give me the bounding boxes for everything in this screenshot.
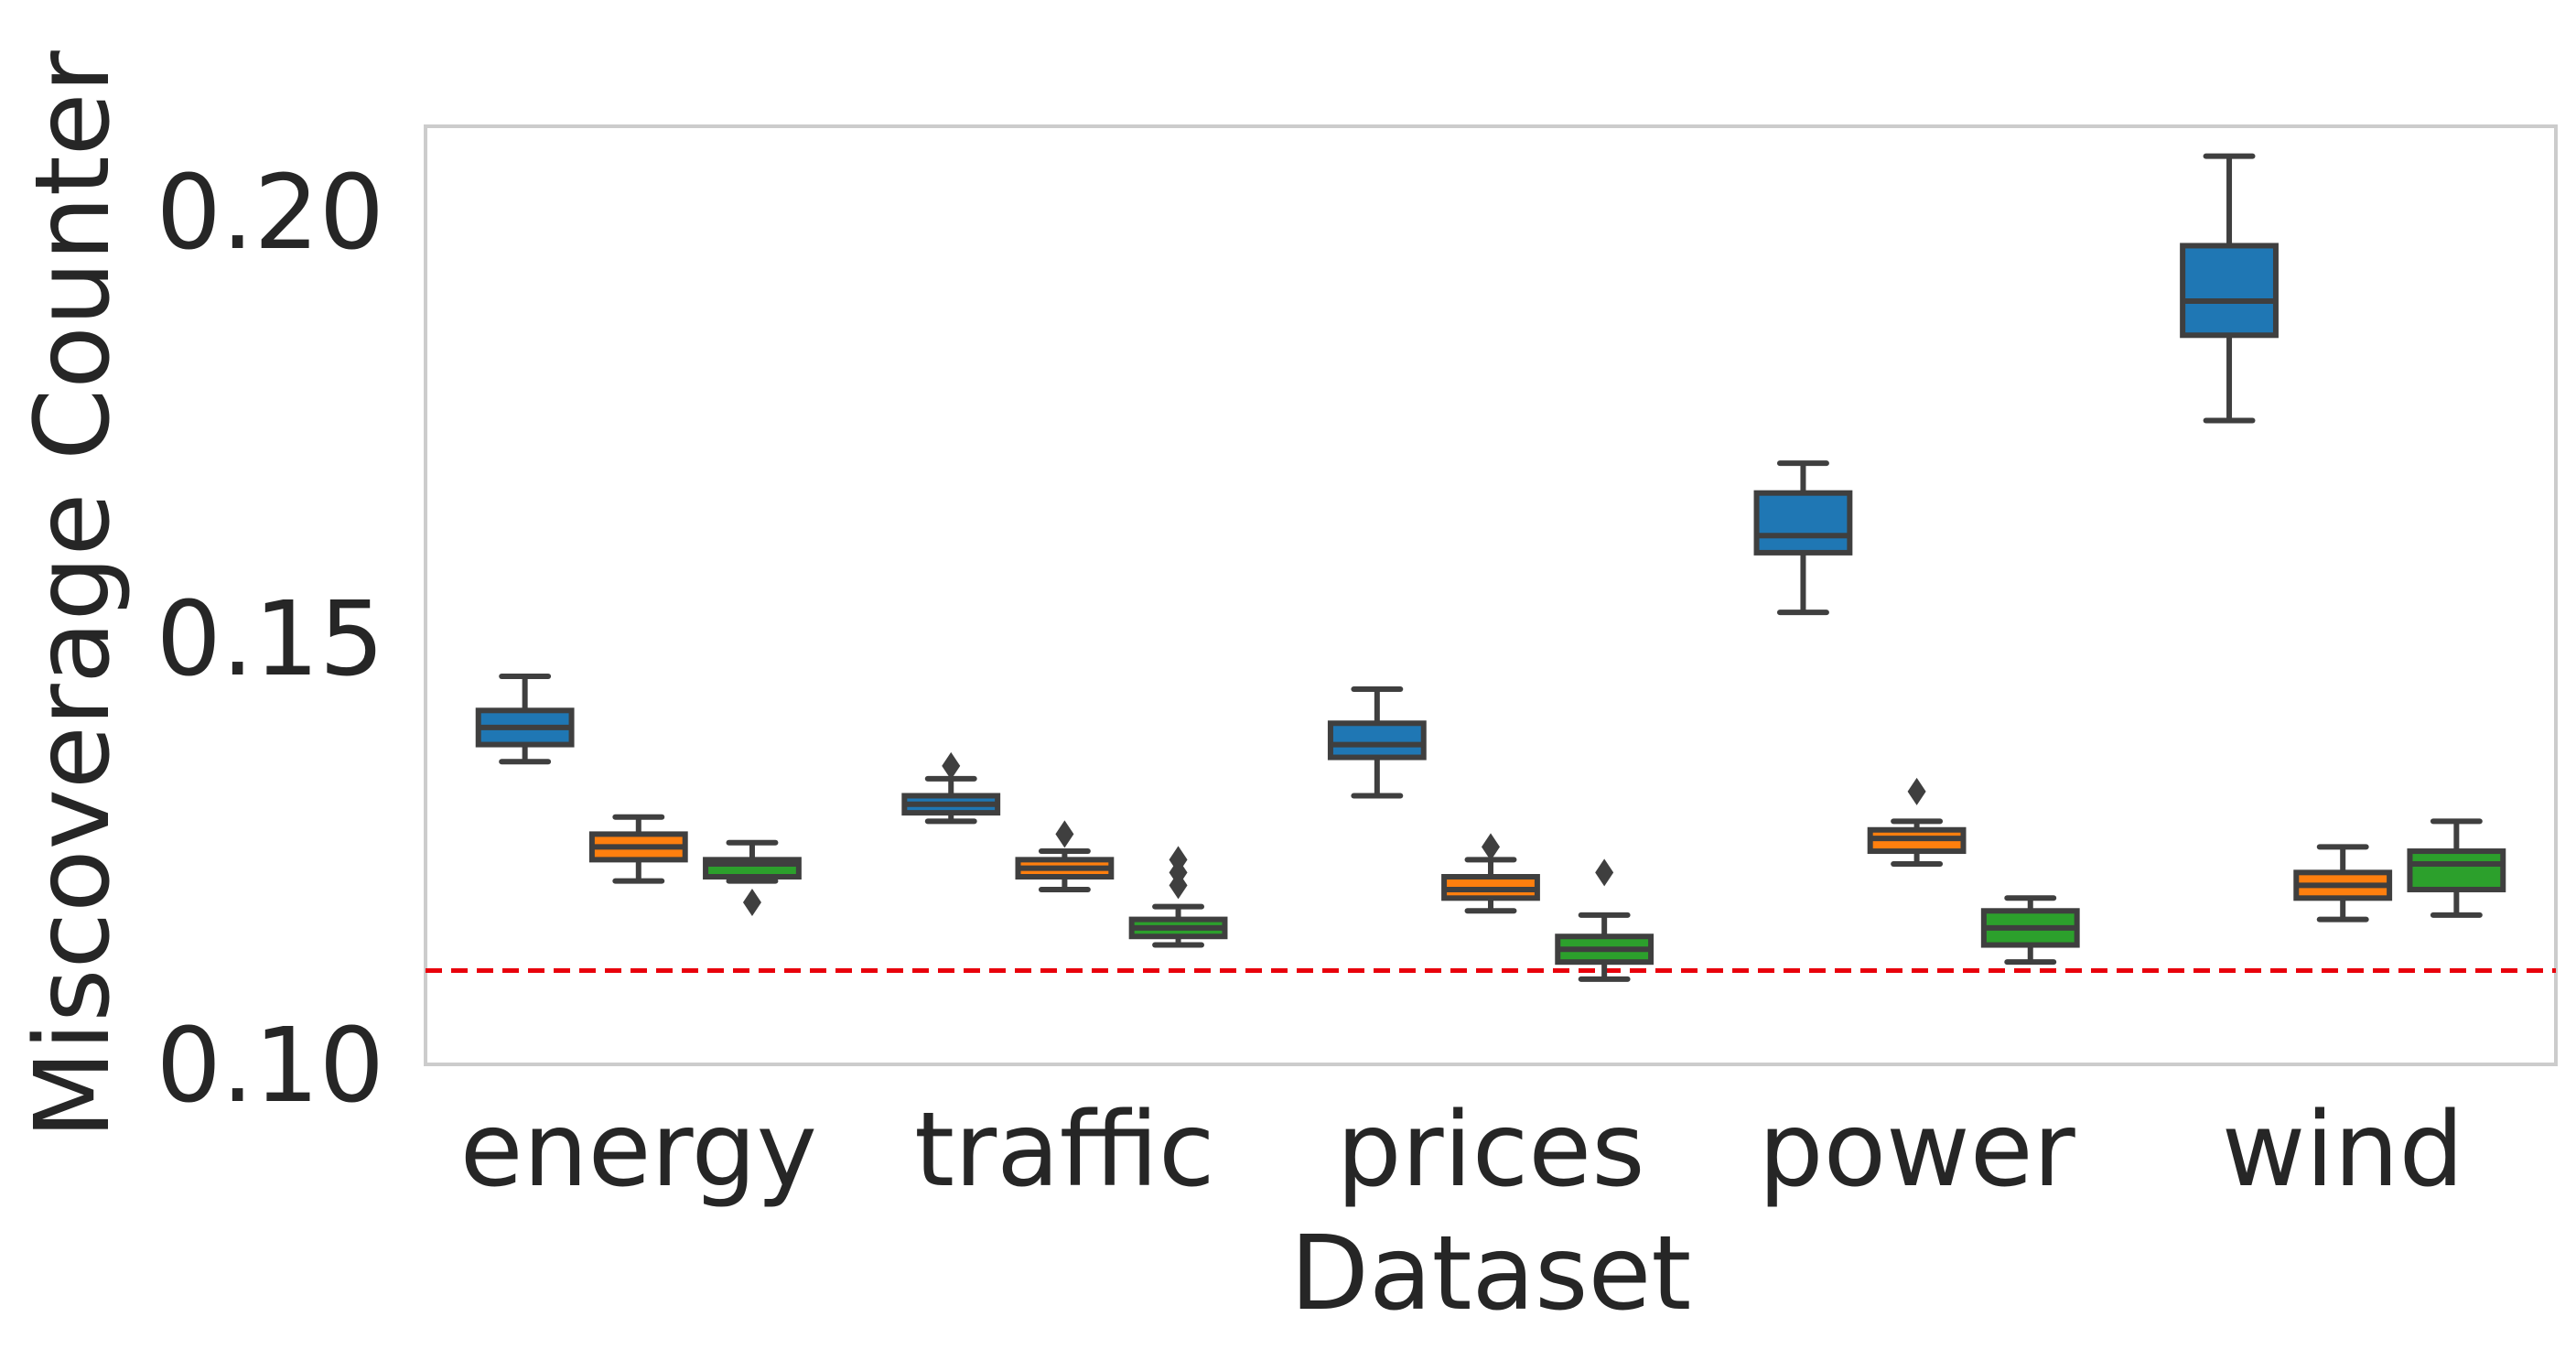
box-iqr	[2407, 848, 2506, 892]
box-traffic-series-3	[1128, 846, 1228, 948]
box-prices-series-1	[1327, 686, 1427, 799]
outlier-marker	[1482, 833, 1500, 861]
box-traffic-series-1	[901, 751, 1001, 825]
box-power-series-2	[1867, 777, 1967, 868]
box-prices-series-3	[1555, 858, 1654, 982]
y-tick-label: 0.20	[156, 154, 384, 273]
y-tick-label: 0.15	[156, 580, 384, 699]
outlier-marker	[1055, 820, 1074, 848]
box-iqr	[1327, 720, 1427, 761]
outlier-marker	[1595, 858, 1614, 887]
x-axis-label: Dataset	[1290, 1214, 1692, 1333]
box-power-series-3	[1980, 895, 2080, 966]
box-wind-series-3	[2407, 818, 2506, 918]
outlier-marker	[1169, 846, 1188, 874]
box-traffic-series-2	[1015, 820, 1115, 892]
outlier-marker	[742, 888, 761, 916]
x-tick-label-energy: energy	[460, 1091, 817, 1210]
outlier-marker	[1907, 777, 1926, 805]
box-iqr	[2180, 243, 2279, 339]
box-wind-series-1	[2180, 153, 2279, 424]
box-energy-series-2	[588, 814, 688, 884]
boxes-layer	[475, 153, 2506, 982]
y-tick-labels: 0.10 0.15 0.20	[156, 154, 384, 1126]
x-tick-label-prices: prices	[1336, 1091, 1644, 1210]
box-iqr	[1753, 490, 1853, 556]
y-axis-label: Miscoverage Counter	[14, 49, 133, 1139]
box-wind-series-2	[2293, 844, 2393, 923]
box-energy-series-1	[475, 674, 575, 765]
box-energy-series-3	[703, 839, 802, 916]
box-power-series-1	[1753, 460, 1853, 616]
x-tick-label-traffic: traffic	[914, 1091, 1214, 1210]
y-tick-label: 0.10	[156, 1007, 384, 1126]
x-tick-label-power: power	[1759, 1091, 2076, 1210]
outlier-marker	[942, 751, 961, 780]
box-prices-series-2	[1441, 833, 1540, 914]
x-tick-labels: energy traffic prices power wind	[460, 1091, 2464, 1210]
x-tick-label-wind: wind	[2222, 1091, 2464, 1210]
